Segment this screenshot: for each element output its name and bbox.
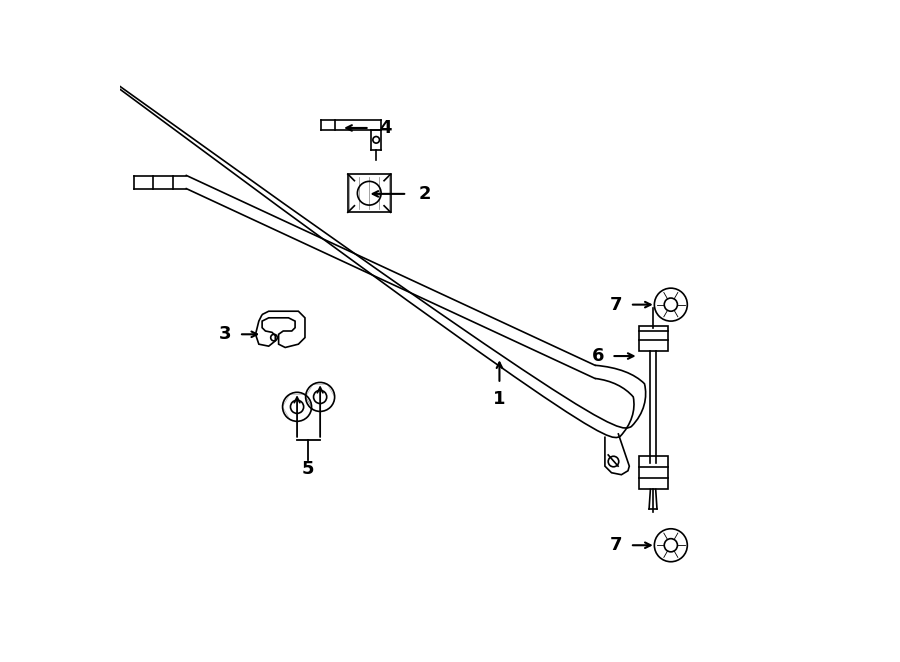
Text: 2: 2 bbox=[418, 185, 431, 203]
Text: 3: 3 bbox=[219, 325, 231, 344]
Bar bbox=[347, 174, 391, 213]
Text: 6: 6 bbox=[592, 347, 604, 365]
Bar bbox=[638, 456, 668, 489]
Text: 4: 4 bbox=[379, 119, 392, 137]
Text: 1: 1 bbox=[493, 391, 506, 408]
Bar bbox=[638, 326, 668, 351]
Text: 7: 7 bbox=[610, 536, 623, 554]
Text: 7: 7 bbox=[610, 296, 623, 314]
Text: 5: 5 bbox=[302, 461, 314, 479]
